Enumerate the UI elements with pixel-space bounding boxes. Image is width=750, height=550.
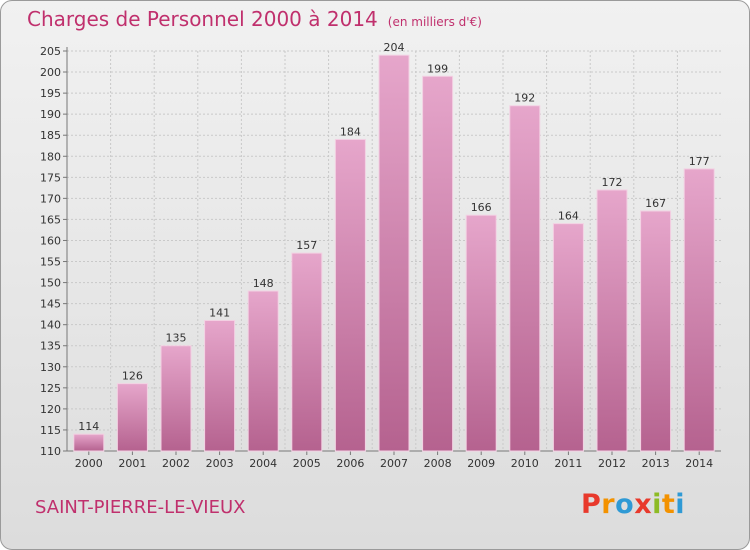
y-tick-label: 205: [40, 45, 61, 58]
x-tick-label: 2004: [249, 457, 277, 470]
y-tick-label: 145: [40, 298, 61, 311]
bars: [73, 54, 715, 452]
y-tick-label: 125: [40, 382, 61, 395]
y-tick-label: 190: [40, 108, 61, 121]
data-label-2003: 141: [209, 306, 230, 319]
data-label-2013: 167: [645, 197, 666, 210]
bar-2011: [552, 223, 584, 452]
x-tick-label: 2006: [336, 457, 364, 470]
data-label-2014: 177: [689, 155, 710, 168]
logo-letter: i: [675, 489, 686, 520]
x-tick-label: 2013: [642, 457, 670, 470]
bar-2003: [204, 319, 236, 452]
data-label-2005: 157: [296, 239, 317, 252]
y-tick-label: 155: [40, 256, 61, 269]
bar-2009: [465, 214, 497, 452]
x-tick-label: 2000: [75, 457, 103, 470]
city-name: SAINT-PIERRE-LE-VIEUX: [35, 497, 246, 518]
data-label-2007: 204: [384, 41, 405, 54]
x-tick-label: 2001: [118, 457, 146, 470]
y-tick-label: 180: [40, 150, 61, 163]
bar-2008: [422, 75, 454, 452]
y-tick-label: 200: [40, 66, 61, 79]
data-label-2002: 135: [166, 332, 187, 345]
y-tick-label: 135: [40, 340, 61, 353]
bar-2007: [378, 54, 410, 452]
title-text: Charges de Personnel 2000 à 2014: [27, 7, 378, 31]
data-label-2012: 172: [602, 176, 623, 189]
labels: 110 115 120 125 130 135 140 145 150 155 160 165 170 1…: [40, 41, 713, 470]
bar-2000: [73, 433, 105, 452]
y-tick-label: 195: [40, 87, 61, 100]
bar-2005: [291, 252, 323, 452]
data-label-2006: 184: [340, 125, 361, 138]
y-tick-label: 170: [40, 192, 61, 205]
logo-letter: i: [652, 489, 662, 520]
logo-letter: o: [615, 489, 635, 520]
y-tick-label: 185: [40, 129, 61, 142]
y-tick-label: 160: [40, 234, 61, 247]
logo-letter: r: [601, 489, 616, 520]
x-tick-label: 2007: [380, 457, 408, 470]
bar-2014: [683, 168, 715, 452]
bar-2013: [640, 210, 672, 452]
y-tick-label: 165: [40, 213, 61, 226]
y-tick-label: 175: [40, 171, 61, 184]
x-tick-label: 2014: [685, 457, 713, 470]
bar-2002: [160, 345, 192, 452]
y-tick-label: 115: [40, 424, 61, 437]
data-label-2000: 114: [78, 420, 99, 433]
logo-letter: t: [661, 489, 676, 520]
chart-title: Charges de Personnel 2000 à 2014 (en mill…: [27, 7, 482, 31]
y-tick-label: 140: [40, 319, 61, 332]
x-tick-label: 2010: [511, 457, 539, 470]
x-tick-label: 2011: [554, 457, 582, 470]
x-tick-label: 2012: [598, 457, 626, 470]
proxiti-logo[interactable]: Proxiti: [581, 489, 685, 520]
bar-2012: [596, 189, 628, 452]
title-unit: (en milliers d'€): [387, 15, 482, 29]
data-label-2004: 148: [253, 277, 274, 290]
bar-2001: [116, 383, 148, 452]
y-tick-label: 150: [40, 277, 61, 290]
data-label-2001: 126: [122, 370, 143, 383]
x-tick-label: 2008: [424, 457, 452, 470]
logo-letter: P: [581, 489, 602, 520]
logo-letter: x: [634, 489, 653, 520]
data-label-2011: 164: [558, 210, 579, 223]
y-tick-label: 120: [40, 403, 61, 416]
data-label-2008: 199: [427, 62, 448, 75]
x-tick-label: 2002: [162, 457, 190, 470]
y-tick-label: 110: [40, 445, 61, 458]
x-tick-label: 2005: [293, 457, 321, 470]
y-tick-label: 130: [40, 361, 61, 374]
data-label-2010: 192: [514, 92, 535, 105]
x-tick-label: 2003: [206, 457, 234, 470]
bar-2010: [509, 105, 541, 452]
x-tick-label: 2009: [467, 457, 495, 470]
bar-2006: [334, 138, 366, 452]
bar-2004: [247, 290, 279, 452]
data-label-2009: 166: [471, 201, 492, 214]
